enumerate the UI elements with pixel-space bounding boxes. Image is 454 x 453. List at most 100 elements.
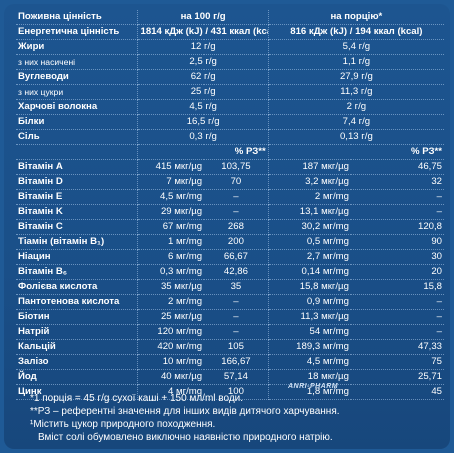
value-per-portion: 0,13 г/g (268, 129, 444, 145)
micronutrient-row: Залізо 10 мг/mg 166,67 4,5 мг/mg 75 (16, 354, 444, 370)
value-per-portion: 27,9 г/g (268, 69, 444, 85)
header-per-portion: на порцію* (268, 10, 444, 25)
nutrient-name: Вітамін A (16, 159, 139, 175)
percent-per-100g: 166,67 (204, 354, 269, 370)
value-per-portion: 54 мг/mg (268, 324, 351, 340)
energy-per-portion: 816 кДж (kJ) / 194 ккал (kcal) (268, 24, 444, 40)
value-per-portion: 30,2 мг/mg (268, 219, 351, 235)
percent-per-100g: – (204, 294, 269, 310)
percent-per-100g: 35 (204, 279, 269, 295)
macro-row: Білки 16,5 г/g 7,4 г/g (16, 114, 444, 130)
nutrient-name: Ніацин (16, 249, 139, 265)
macro-row: Жири 12 г/g 5,4 г/g (16, 39, 444, 55)
footnote-reference-values: **РЗ – референтні значення для інших вид… (30, 406, 340, 417)
value-per-portion: 3,2 мкг/µg (268, 174, 351, 190)
micronutrient-row: Вітамін K 29 мкг/µg –13,1 мкг/µg – (16, 204, 444, 220)
percent-per-portion: 15,8 (350, 279, 444, 295)
percent-per-portion: – (350, 324, 444, 340)
value-per-100g: 6 мг/mg (137, 249, 205, 265)
value-per-100g: 12 г/g (137, 39, 269, 55)
percent-per-portion: 47,33 (350, 339, 444, 355)
nutrition-table-body: Поживна цінність на 100 г/g на порцію* Е… (16, 10, 444, 400)
value-per-portion: 2 мг/mg (268, 189, 351, 205)
nutrient-name: Вітамін D (16, 174, 139, 190)
value-per-100g: 10 мг/mg (137, 354, 205, 370)
percent-per-100g: 268 (204, 219, 269, 235)
nutrition-panel: Поживна цінність на 100 г/g на порцію* Е… (4, 4, 450, 449)
percent-per-100g: – (204, 189, 269, 205)
nutrient-name: Білки (16, 114, 139, 130)
value-per-100g: 2,5 г/g (137, 54, 269, 70)
value-per-portion: 13,1 мкг/µg (268, 204, 351, 220)
nutrient-name: Цинк (16, 384, 139, 400)
nutrient-name: Вітамін E (16, 189, 139, 205)
micronutrient-row: Ніацин 6 мг/mg 66,67 2,7 мг/mg 30 (16, 249, 444, 265)
micronutrient-row: Вітамін C 67 мг/mg 268 30,2 мг/mg 120,8 (16, 219, 444, 235)
percent-per-portion: – (350, 294, 444, 310)
percent-per-100g: – (204, 324, 269, 340)
blank-cell (137, 144, 205, 160)
micronutrient-row: Біотин 25 мкг/µg –11,3 мкг/µg – (16, 309, 444, 325)
micronutrient-row: Вітамін E 4,5 мг/mg –2 мг/mg – (16, 189, 444, 205)
value-per-portion: 15,8 мкг/µg (268, 279, 351, 295)
value-per-portion: 18 мкг/µg (268, 369, 351, 385)
percent-per-100g: 57,14 (204, 369, 269, 385)
percent-per-portion: – (350, 309, 444, 325)
micronutrient-row: Кальцій 420 мг/mg 105 189,3 мг/mg 47,33 (16, 339, 444, 355)
percent-per-portion: 90 (350, 234, 444, 250)
value-per-portion: 0,14 мг/mg (268, 264, 351, 280)
nutrient-name: Залізо (16, 354, 139, 370)
micronutrient-row: Натрій 120 мг/mg –54 мг/mg – (16, 324, 444, 340)
percent-per-portion: 75 (350, 354, 444, 370)
nutrient-name: Вітамін K (16, 204, 139, 220)
nutrient-name: Харчові волокна (16, 99, 139, 115)
brand-logo-text: ANRI-PHARM (288, 383, 339, 390)
nutrient-name: з них насичені (16, 54, 139, 70)
nutrient-name: Пантотенова кислота (16, 294, 139, 310)
nutrient-name: Вітамін B₆ (16, 264, 139, 280)
value-per-portion: 2,7 мг/mg (268, 249, 351, 265)
value-per-portion: 0,5 мг/mg (268, 234, 351, 250)
percent-per-100g: – (204, 309, 269, 325)
value-per-portion: 11,3 г/g (268, 84, 444, 100)
micronutrient-row: Цинк 4 мг/mg 100 1,8 мг/mg 45 (16, 384, 444, 400)
percent-per-100g: – (204, 204, 269, 220)
micronutrient-row: Пантотенова кислота 2 мг/mg –0,9 мг/mg – (16, 294, 444, 310)
percent-per-portion: – (350, 189, 444, 205)
value-per-portion: 1,1 г/g (268, 54, 444, 70)
percent-per-portion: 30 (350, 249, 444, 265)
value-per-100g: 4,5 г/g (137, 99, 269, 115)
percent-per-100g: 105 (204, 339, 269, 355)
footnotes: *1 порція = 45 г/g сухої каші + 150 мл/m… (30, 392, 450, 444)
value-per-100g: 2 мг/mg (137, 294, 205, 310)
micronutrient-row: Вітамін A 415 мкг/µg 103,75 187 мкг/µg 46,75 (16, 159, 444, 175)
value-per-100g: 40 мкг/µg (137, 369, 205, 385)
value-per-portion: 5,4 г/g (268, 39, 444, 55)
percent-per-100g: 200 (204, 234, 269, 250)
percent-per-100g: 42,86 (204, 264, 269, 280)
value-per-portion: 189,3 мг/mg (268, 339, 351, 355)
percent-per-portion: 32 (350, 174, 444, 190)
percent-per-portion: 45 (350, 384, 444, 400)
footnote-portion: *1 порція = 45 г/g сухої каші + 150 мл/m… (30, 393, 244, 404)
value-per-100g: 25 г/g (137, 84, 269, 100)
footnote-salt: Вміст солі обумовлено виключно наявністю… (38, 432, 333, 443)
value-per-100g: 120 мг/mg (137, 324, 205, 340)
header-nutrient: Поживна цінність (16, 10, 139, 25)
value-per-portion: 2 г/g (268, 99, 444, 115)
energy-row: Енергетична цінність 1814 кДж (kJ) / 431… (16, 24, 444, 40)
value-per-100g: 62 г/g (137, 69, 269, 85)
value-per-100g: 29 мкг/µg (137, 204, 205, 220)
value-per-portion: 11,3 мкг/µg (268, 309, 351, 325)
percent-header-row: % РЗ** % РЗ** (16, 144, 444, 160)
value-per-100g: 25 мкг/µg (137, 309, 205, 325)
nutrient-name: з них цукри (16, 84, 139, 100)
percent-per-portion: 20 (350, 264, 444, 280)
percent-per-100g: 70 (204, 174, 269, 190)
nutrient-name: Йод (16, 369, 139, 385)
percent-per-100g: 103,75 (204, 159, 269, 175)
nutrient-name: Жири (16, 39, 139, 55)
nutrient-name: Вуглеводи (16, 69, 139, 85)
micronutrient-row: Фолієва кислота 35 мкг/µg 35 15,8 мкг/µg 15,… (16, 279, 444, 295)
value-per-100g: 420 мг/mg (137, 339, 205, 355)
